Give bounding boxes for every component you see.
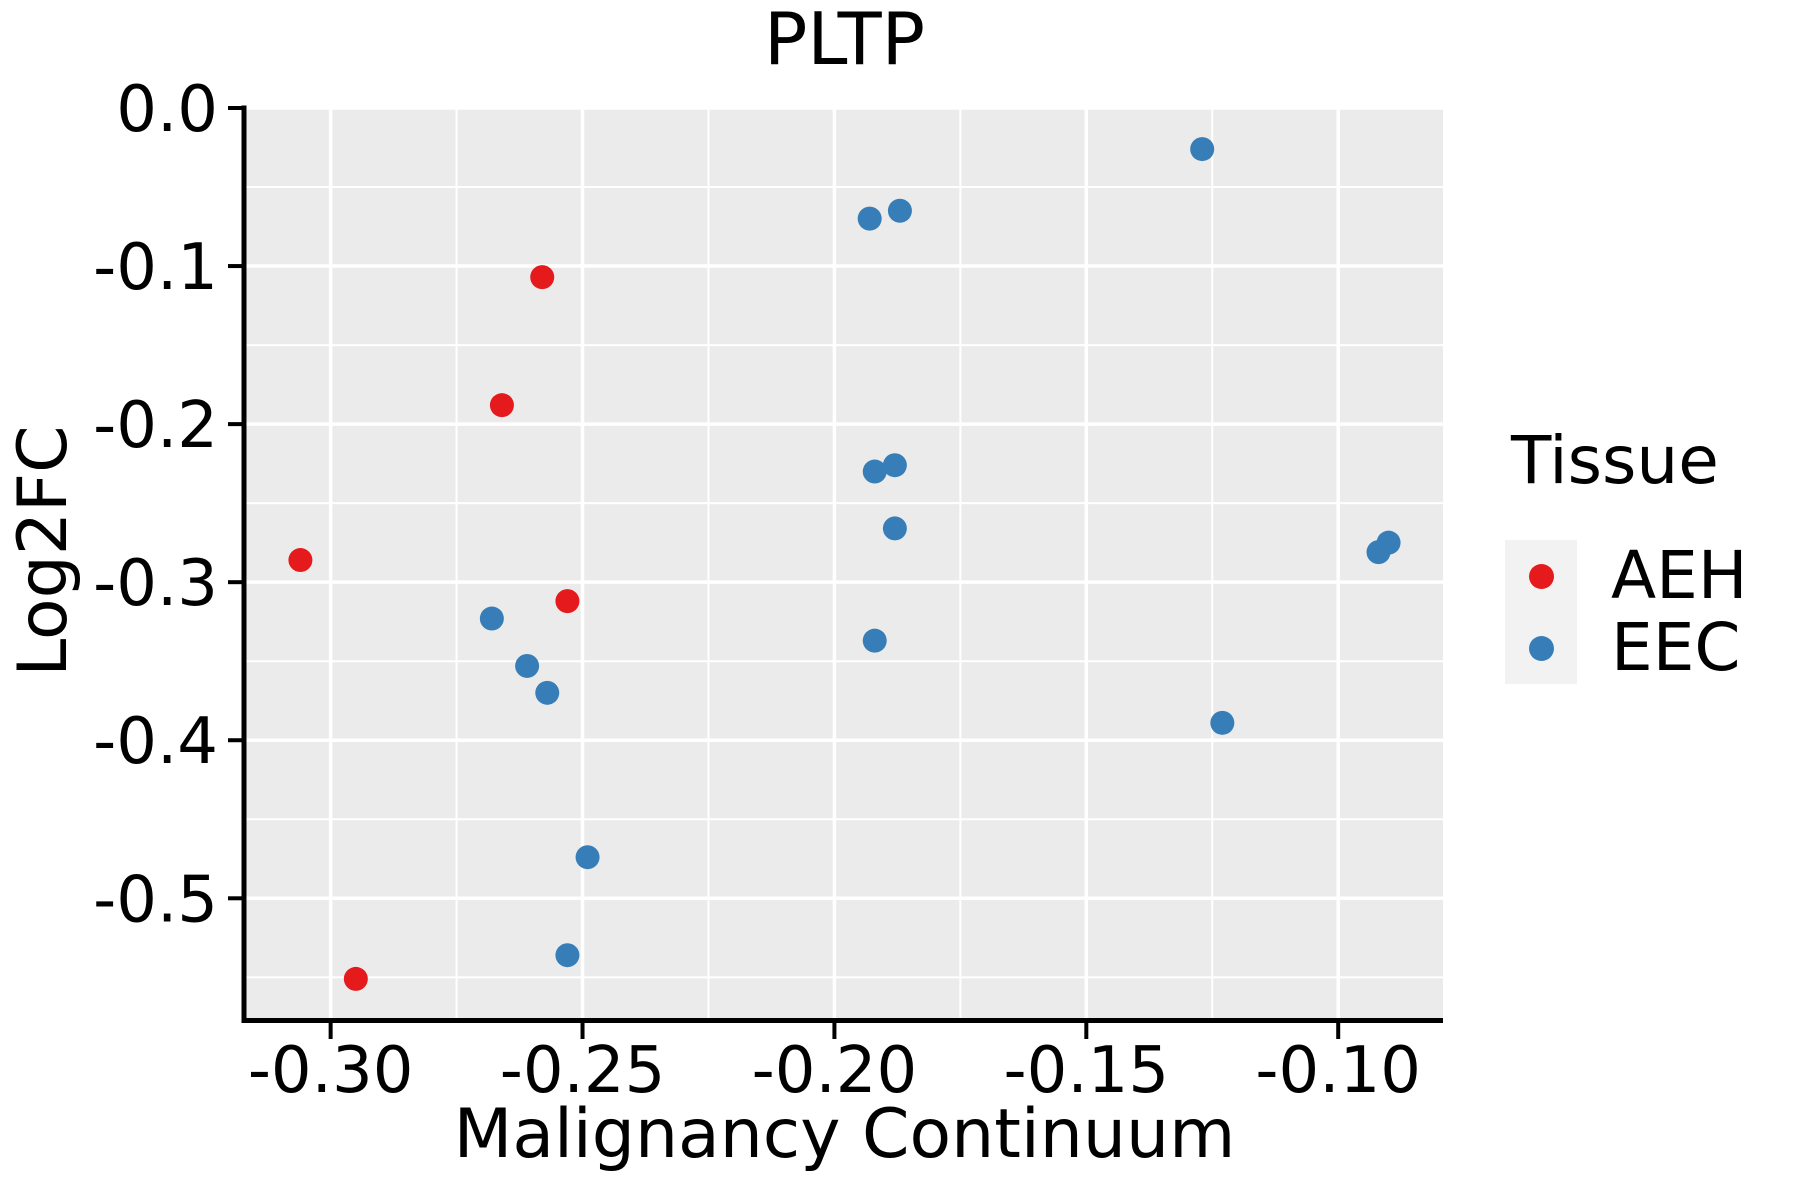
y-tick-label: 0.0 [116,73,218,147]
legend-key-aeh [1505,540,1577,612]
data-point-aeh [288,548,313,573]
plot-panel [246,108,1443,1020]
y-tick-label: -0.4 [93,705,218,779]
data-point-eec [1210,710,1235,735]
y-tick-label: -0.2 [93,389,218,463]
data-point-eec [535,680,560,705]
data-point-eec [1190,137,1215,162]
x-tick-label: -0.25 [500,1034,666,1108]
data-point-aeh [489,393,514,418]
legend-title: Tissue [1511,422,1719,499]
data-point-eec [1376,530,1401,555]
data-point-eec [857,206,882,231]
legend-entry-eec: EEC [1505,612,1747,684]
data-point-aeh [343,966,368,991]
x-tick-label: -0.10 [1255,1034,1421,1108]
data-point-eec [862,459,887,484]
y-axis-label: Log2FC [4,425,83,677]
aeh-marker-icon [1528,563,1554,589]
eec-marker-icon [1528,635,1554,661]
legend-entries: AEH EEC [1505,540,1747,684]
data-point-eec [575,845,600,870]
y-tick-label: -0.3 [93,547,218,621]
data-point-aeh [530,265,555,290]
y-tick-label: -0.5 [93,863,218,937]
legend-label-eec: EEC [1611,609,1741,686]
chart-title: PLTP [763,0,925,81]
data-point-eec [862,628,887,653]
legend: Tissue AEH EEC [1505,428,1747,684]
data-point-eec [887,198,912,223]
data-point-eec [882,453,907,478]
x-tick-label: -0.30 [248,1034,414,1108]
data-point-eec [555,943,580,968]
legend-entry-aeh: AEH [1505,540,1747,612]
x-axis-label: Malignancy Continuum [453,1095,1236,1174]
data-point-aeh [555,589,580,614]
legend-label-aeh: AEH [1611,537,1748,614]
x-tick-label: -0.15 [1004,1034,1170,1108]
data-point-eec [515,653,540,678]
data-point-eec [882,516,907,541]
x-tick-label: -0.20 [752,1034,918,1108]
legend-key-eec [1505,612,1577,684]
y-tick-label: -0.1 [93,231,218,305]
data-point-eec [479,606,504,631]
